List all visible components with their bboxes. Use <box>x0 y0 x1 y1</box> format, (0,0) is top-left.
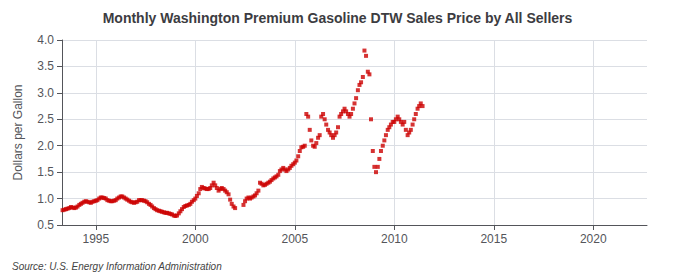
svg-text:1.0: 1.0 <box>37 192 54 206</box>
svg-text:2.0: 2.0 <box>37 139 54 153</box>
svg-text:3.5: 3.5 <box>37 59 54 73</box>
svg-text:1.5: 1.5 <box>37 165 54 179</box>
svg-text:Source: U.S. Energy Informatio: Source: U.S. Energy Information Administ… <box>12 261 222 272</box>
svg-text:4.0: 4.0 <box>37 33 54 47</box>
svg-text:2000: 2000 <box>182 232 209 246</box>
svg-text:0.5: 0.5 <box>37 218 54 232</box>
svg-text:2005: 2005 <box>281 232 308 246</box>
svg-text:2020: 2020 <box>580 232 607 246</box>
svg-text:2010: 2010 <box>381 232 408 246</box>
svg-text:Monthly Washington Premium Gas: Monthly Washington Premium Gasoline DTW … <box>103 10 573 26</box>
svg-text:2015: 2015 <box>480 232 507 246</box>
svg-text:Dollars per Gallon: Dollars per Gallon <box>11 84 25 180</box>
svg-text:2.5: 2.5 <box>37 112 54 126</box>
svg-text:1995: 1995 <box>82 232 109 246</box>
svg-text:3.0: 3.0 <box>37 86 54 100</box>
